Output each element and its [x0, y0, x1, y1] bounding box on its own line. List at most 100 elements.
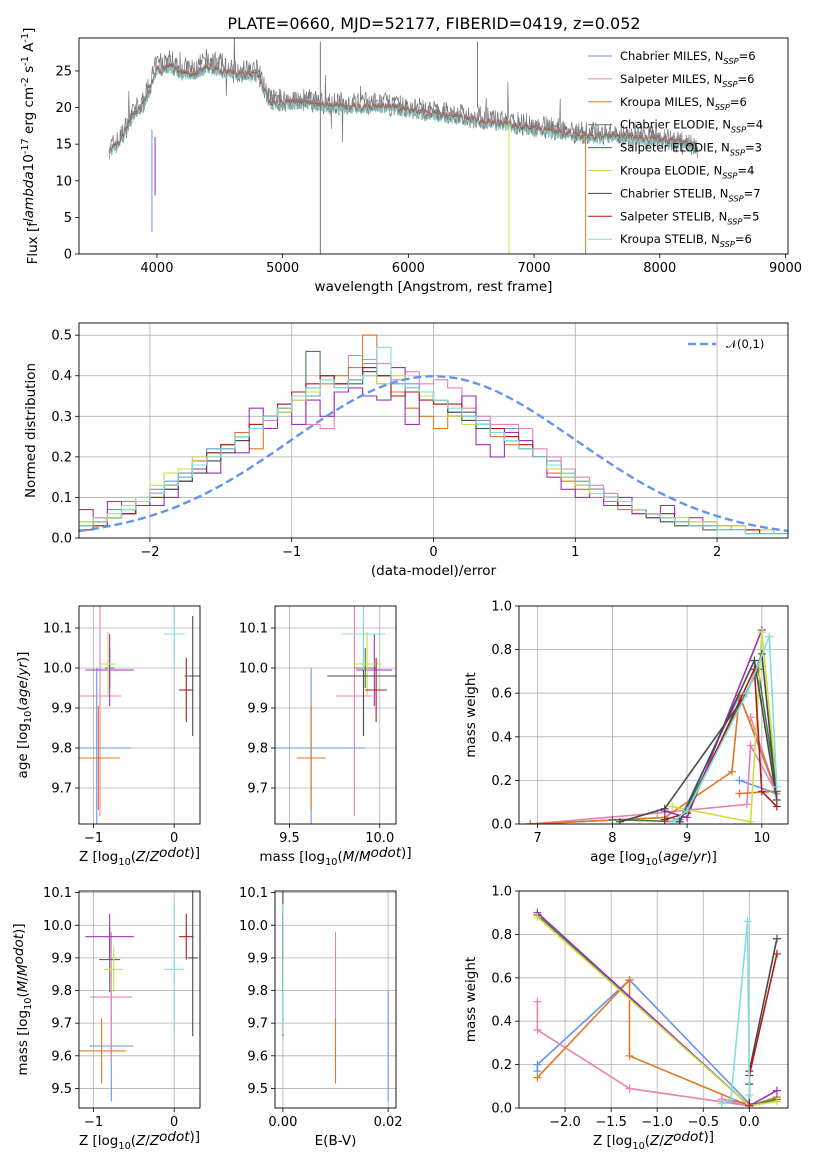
spectrum-panel: 4000 5000 6000 7000 8000 9000 0 5 10 15 20 25 wavele…: [20, 28, 802, 295]
axes-frame: [78, 322, 789, 539]
x-tick-label: 7000: [518, 261, 551, 276]
weight-line-krou_stelib: [671, 636, 778, 823]
x-tick-label: 0: [170, 1115, 178, 1130]
weight-marker-krou_miles: [727, 767, 736, 776]
x-tick-label: 10: [754, 831, 771, 846]
weight-marker-chab_stelib: [660, 804, 669, 813]
axes-frame: [78, 605, 201, 825]
plot-area: [79, 891, 198, 1102]
y-tick-label: 10.1: [239, 886, 268, 901]
legend-label-krou_elodie: Kroupa ELODIE, NSSP=4: [620, 164, 754, 181]
weight-marker-chab_stelib: [750, 656, 759, 665]
weight-marker-chab_miles: [735, 776, 744, 785]
x-axis-label: wavelength [Angstrom, rest frame]: [315, 279, 553, 295]
plot-area: [526, 625, 781, 824]
y-tick-label: 5: [64, 211, 72, 226]
axes-frame: [78, 37, 789, 255]
y-tick-label: 10.0: [239, 662, 268, 677]
y-tick-label: 9.9: [247, 702, 268, 717]
weight-marker-krou_elodie: [533, 913, 542, 922]
model-spectrum-krou_stelib: [108, 65, 698, 156]
weight-marker-chab_miles: [533, 1060, 542, 1069]
y-tick-label: 0.0: [491, 818, 512, 833]
y-axis-label: mass [log10(M/Modot)]: [11, 923, 34, 1075]
y-tick-label: 9.9: [247, 951, 268, 966]
weight-marker-krou_stelib: [765, 632, 774, 641]
y-tick-label: 0.2: [51, 450, 72, 465]
y-tick-label: 0: [64, 248, 72, 263]
x-tick-label: 0.00: [268, 1115, 297, 1130]
x-axis-label: Z [log10(Z/Zodot)]: [593, 1129, 714, 1152]
x-tick-label: 9.5: [279, 831, 300, 846]
axes-frame: [518, 890, 789, 1109]
y-tick-label: 0.5: [51, 329, 72, 344]
weight-line-salp_miles: [536, 1001, 750, 1107]
plot-area: [79, 334, 788, 535]
y-tick-label: 0.6: [491, 971, 512, 986]
y-tick-label: 9.7: [247, 782, 268, 797]
y-tick-label: 9.8: [247, 742, 268, 757]
weight-marker-krou_stelib: [742, 689, 751, 698]
y-axis-label: mass weight: [463, 957, 479, 1042]
weight-marker-krou_stelib: [668, 817, 677, 824]
legend-label-salp_miles: Salpeter MILES, NSSP=6: [620, 72, 754, 89]
y-tick-label: 0.2: [491, 774, 512, 789]
y-tick-label: 0.2: [491, 1058, 512, 1073]
x-tick-label: 10.0: [365, 831, 394, 846]
y-tick-label: 0.8: [491, 643, 512, 658]
x-axis-label: mass [log10(M/Modot)]: [259, 845, 411, 868]
y-tick-label: 0.8: [491, 928, 512, 943]
weight-marker-salp_elodie: [772, 1086, 781, 1095]
y-tick-label: 0.0: [51, 532, 72, 547]
x-tick-label: 4000: [140, 261, 173, 276]
axes-frame: [78, 890, 201, 1109]
weight-marker-salp_miles: [746, 741, 755, 750]
x-axis-label: (data-model)/error: [371, 563, 497, 579]
x-tick-label: −1: [282, 545, 301, 560]
x-tick-label: 0: [429, 545, 437, 560]
y-tick-label: 9.9: [51, 951, 72, 966]
x-axis-label: E(B-V): [315, 1133, 357, 1149]
y-tick-label: 9.5: [51, 1082, 72, 1097]
y-axis-label: mass weight: [463, 672, 479, 757]
weight-marker-krou_elodie: [746, 817, 755, 824]
legend-label-salp_elodie: Salpeter ELODIE, NSSP=3: [620, 141, 762, 158]
x-tick-label: −0.5: [687, 1115, 719, 1130]
axes-frame: [274, 605, 397, 825]
x-tick-label: 8000: [643, 261, 676, 276]
legend-label-chab_stelib: Chabrier STELIB, NSSP=7: [620, 186, 761, 203]
x-tick-label: −1: [84, 1115, 103, 1130]
y-tick-label: 9.7: [51, 1017, 72, 1032]
y-tick-label: 0.0: [491, 1102, 512, 1117]
weight-marker-salp_miles: [742, 800, 751, 809]
plot-area: [108, 38, 698, 254]
y-tick-label: 9.8: [247, 984, 268, 999]
plot-area: [275, 606, 396, 824]
x-tick-label: 2: [713, 545, 721, 560]
histogram-krou_stelib: [79, 346, 788, 535]
weight-marker-krou_miles: [625, 975, 634, 984]
x-tick-label: −1: [84, 831, 103, 846]
x-tick-label: 1: [571, 545, 579, 560]
weight-line-chab_stelib: [748, 938, 778, 1106]
y-tick-label: 10.0: [43, 919, 72, 934]
weight-marker-krou_miles: [735, 789, 744, 798]
weight-line-salp_stelib: [748, 953, 778, 1106]
x-tick-label: 0: [170, 831, 178, 846]
weight-marker-chab_stelib: [772, 934, 781, 943]
x-axis-label: Z [log10(Z/Zodot)]: [79, 1129, 200, 1152]
y-tick-label: 0.1: [51, 491, 72, 506]
x-tick-label: 9: [683, 831, 691, 846]
weight-marker-chab_elodie: [608, 815, 617, 824]
x-tick-label: 5000: [266, 261, 299, 276]
legend-label-salp_stelib: Salpeter STELIB, NSSP=5: [620, 209, 759, 226]
weight-marker-salp_stelib: [772, 949, 781, 958]
y-tick-label: 25: [55, 64, 72, 79]
y-axis-label: age [log10(age/yr)]: [15, 652, 34, 779]
x-tick-label: 9000: [769, 261, 802, 276]
weight-line-chab_miles: [536, 978, 752, 1105]
weight-marker-salp_stelib: [772, 802, 781, 811]
x-tick-label: −2.0: [549, 1115, 581, 1130]
weight-marker-krou_elodie: [772, 1097, 781, 1106]
